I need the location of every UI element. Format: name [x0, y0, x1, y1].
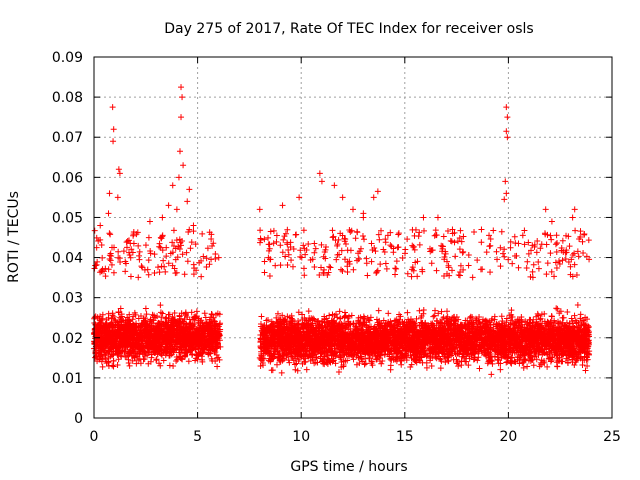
data-point	[192, 313, 199, 320]
data-point	[145, 271, 152, 278]
data-point	[173, 358, 180, 365]
data-points	[91, 84, 593, 378]
data-point	[160, 257, 167, 264]
data-point	[99, 363, 106, 370]
data-point	[138, 263, 145, 270]
data-point	[115, 248, 122, 255]
data-point	[215, 254, 222, 261]
data-point	[163, 244, 170, 251]
data-point	[178, 242, 185, 249]
data-point	[190, 228, 197, 235]
data-point	[108, 261, 115, 268]
data-point	[103, 319, 110, 326]
data-point	[129, 249, 136, 256]
data-point	[157, 362, 164, 369]
data-point	[173, 354, 180, 361]
data-point	[135, 274, 142, 281]
data-point	[93, 234, 100, 241]
data-point	[115, 356, 122, 363]
data-point	[208, 231, 215, 238]
data-point	[94, 258, 101, 265]
data-point	[188, 239, 195, 246]
data-point	[107, 231, 114, 238]
data-point	[129, 357, 136, 364]
data-point	[131, 309, 138, 316]
data-point	[184, 258, 191, 265]
data-point	[135, 242, 142, 249]
data-point	[98, 242, 105, 249]
data-point	[204, 245, 211, 252]
data-point	[208, 355, 215, 362]
data-point	[190, 271, 197, 278]
data-point	[171, 265, 178, 272]
data-point	[185, 358, 192, 365]
data-point	[206, 261, 213, 268]
data-point	[156, 243, 163, 250]
data-point	[200, 253, 207, 260]
data-point	[199, 230, 206, 237]
data-point	[179, 251, 186, 258]
data-point	[173, 269, 180, 276]
data-point	[159, 321, 166, 328]
data-point	[203, 264, 210, 271]
data-point	[130, 232, 137, 239]
data-point	[160, 357, 167, 364]
data-point	[123, 353, 130, 360]
data-point	[189, 351, 196, 358]
data-point	[174, 356, 181, 363]
data-point	[102, 265, 109, 272]
data-point	[174, 326, 181, 333]
data-point	[155, 264, 162, 271]
data-point	[208, 311, 215, 318]
data-point	[145, 257, 152, 264]
data-point	[91, 227, 98, 234]
data-point	[216, 356, 223, 363]
data-point	[165, 260, 172, 267]
data-point	[188, 309, 195, 316]
data-point	[147, 316, 154, 323]
data-point	[151, 270, 158, 277]
data-point	[169, 239, 176, 246]
data-point	[111, 244, 118, 251]
data-point	[209, 243, 216, 250]
data-point	[216, 311, 223, 318]
data-point	[133, 231, 140, 238]
data-point	[198, 273, 205, 280]
data-point	[191, 265, 198, 272]
data-point	[123, 244, 130, 251]
data-point	[173, 237, 180, 244]
data-point	[105, 266, 112, 273]
data-point	[93, 261, 100, 268]
data-point	[127, 254, 134, 261]
data-point	[201, 310, 208, 317]
data-point	[151, 251, 158, 258]
data-point	[157, 234, 164, 241]
data-point	[142, 242, 149, 249]
